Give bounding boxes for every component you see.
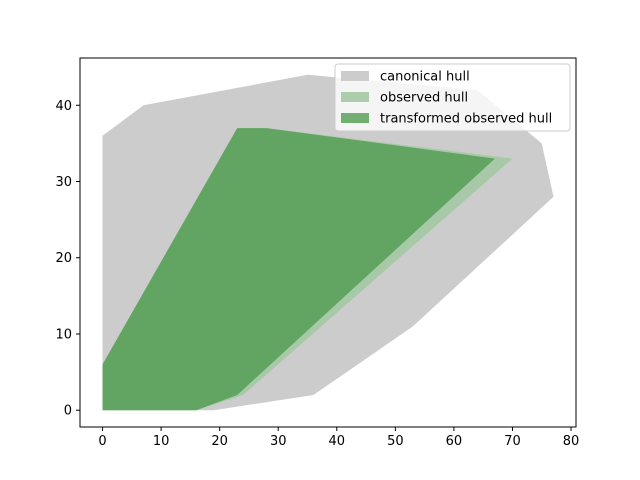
legend-label-transformed-observed-hull: transformed observed hull — [380, 112, 552, 127]
x-tick-label: 40 — [329, 434, 346, 449]
y-tick-label: 40 — [55, 99, 72, 114]
legend-box — [334, 63, 571, 132]
x-tick-label: 50 — [387, 434, 404, 449]
axes-frame — [79, 57, 577, 428]
x-tick-label: 80 — [563, 434, 580, 449]
y-tick-label: 30 — [55, 175, 72, 190]
plot-area — [102, 74, 554, 411]
y-tick-label: 10 — [55, 327, 72, 342]
legend-label-observed-hull: observed hull — [380, 91, 468, 106]
y-tick-label: 0 — [64, 404, 72, 419]
x-axis: 0 10 20 30 40 50 60 70 80 — [98, 427, 579, 449]
y-tick-label: 20 — [55, 251, 72, 266]
legend-label-canonical-hull: canonical hull — [380, 70, 470, 85]
x-tick-label: 60 — [446, 434, 463, 449]
x-tick-label: 0 — [98, 434, 106, 449]
legend-swatch-observed-hull — [341, 92, 369, 102]
legend: canonical hull observed hull transformed o… — [334, 63, 571, 132]
legend-swatch-transformed-observed-hull — [341, 113, 369, 123]
x-tick-label: 70 — [504, 434, 521, 449]
transformed-observed-hull-polygon — [102, 128, 495, 411]
x-tick-label: 20 — [211, 434, 228, 449]
y-axis: 0 10 20 30 40 — [55, 99, 80, 419]
x-tick-label: 30 — [270, 434, 287, 449]
x-tick-label: 10 — [153, 434, 170, 449]
legend-swatch-canonical-hull — [341, 71, 369, 81]
